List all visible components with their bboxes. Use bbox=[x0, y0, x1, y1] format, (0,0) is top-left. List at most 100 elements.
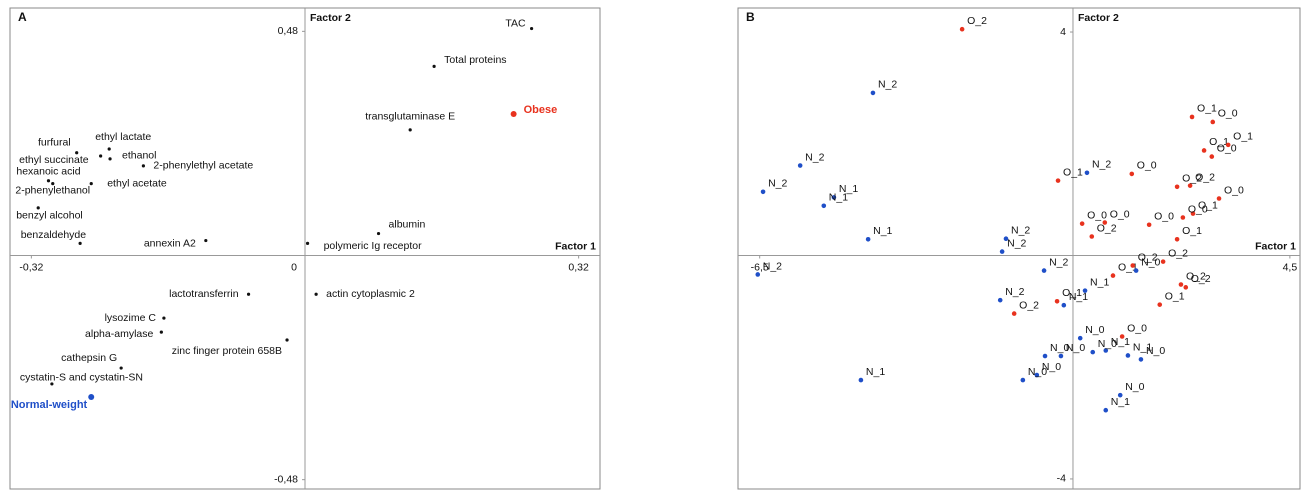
point-label: transglutaminase E bbox=[365, 111, 455, 123]
point-label: N_0 bbox=[1066, 342, 1085, 354]
point-label: O_0 bbox=[1224, 184, 1244, 196]
point bbox=[1138, 357, 1144, 362]
point bbox=[305, 241, 310, 245]
y-axis-title: Factor 2 bbox=[310, 12, 351, 24]
point bbox=[1011, 311, 1017, 316]
point bbox=[46, 179, 51, 183]
point bbox=[1042, 353, 1048, 359]
point-label: N_1 bbox=[1133, 341, 1152, 353]
point-label: N_0 bbox=[1141, 256, 1160, 268]
point-label: O_2 bbox=[1019, 299, 1039, 311]
x-axis-title: Factor 1 bbox=[555, 240, 596, 252]
point-label: N_2 bbox=[1005, 286, 1024, 298]
y-axis-title: Factor 2 bbox=[1078, 12, 1119, 24]
point-label: N_1 bbox=[1090, 276, 1109, 288]
point-label: O_0 bbox=[1087, 209, 1107, 221]
point-label: N_2 bbox=[1092, 159, 1111, 171]
point-label: O_0 bbox=[1127, 322, 1147, 334]
point bbox=[510, 111, 517, 118]
y-tick-label: 4 bbox=[1060, 26, 1066, 38]
point-label: cystatin-S and cystatin-SN bbox=[20, 372, 143, 384]
point-label: O_2 bbox=[1182, 173, 1202, 185]
point-label: O_2 bbox=[1191, 273, 1211, 285]
point bbox=[831, 195, 837, 200]
point bbox=[1190, 211, 1196, 216]
point bbox=[1119, 334, 1125, 339]
point-label: N_1 bbox=[1111, 336, 1130, 348]
point-label: N_1 bbox=[866, 366, 885, 378]
point-label: N_2 bbox=[1007, 237, 1026, 249]
point-label: N_0 bbox=[1028, 366, 1047, 378]
point bbox=[408, 128, 412, 132]
point-label: N_2 bbox=[878, 79, 897, 91]
x-tick-label: -0,32 bbox=[19, 261, 43, 273]
x-tick-label: -6,5 bbox=[751, 261, 769, 273]
point-label: O_1 bbox=[1165, 290, 1185, 302]
x-tick-label: 0,32 bbox=[568, 261, 589, 273]
point bbox=[1174, 236, 1180, 242]
point bbox=[1216, 196, 1222, 201]
point-label: cathepsin G bbox=[61, 352, 117, 364]
point-label: O_2 bbox=[1186, 270, 1206, 282]
point-label: O_2 bbox=[1097, 222, 1117, 234]
point bbox=[1117, 392, 1123, 398]
point-label: O_2 bbox=[1168, 247, 1188, 259]
point bbox=[1187, 183, 1193, 188]
point-label: N_2 bbox=[768, 178, 787, 190]
point-label: O_0 bbox=[1217, 142, 1237, 154]
point-label: alpha-amylase bbox=[85, 328, 153, 340]
point bbox=[1209, 154, 1215, 159]
point-label: N_1 bbox=[839, 183, 858, 195]
point-label: lysozime C bbox=[105, 312, 157, 324]
point bbox=[1077, 335, 1083, 341]
point-label: N_2 bbox=[1011, 225, 1030, 237]
point-label: Obese bbox=[524, 104, 558, 116]
point bbox=[78, 241, 82, 245]
point bbox=[997, 297, 1003, 303]
point bbox=[50, 382, 54, 386]
point bbox=[432, 64, 436, 68]
point-label: TAC bbox=[505, 17, 526, 29]
point bbox=[858, 377, 864, 383]
point-label: O_0 bbox=[1188, 203, 1208, 215]
point bbox=[1210, 119, 1216, 125]
point-label: benzaldehyde bbox=[21, 229, 87, 241]
point bbox=[1041, 268, 1047, 273]
point bbox=[119, 366, 123, 370]
point-label: O_1 bbox=[1209, 136, 1229, 148]
point bbox=[1129, 171, 1135, 177]
point bbox=[88, 394, 95, 401]
point bbox=[1082, 288, 1088, 293]
point bbox=[1133, 268, 1139, 273]
point-label: Normal-weight bbox=[11, 399, 88, 411]
point-label: N_0 bbox=[1125, 381, 1144, 393]
plot-frame bbox=[737, 7, 1301, 490]
point bbox=[1146, 222, 1152, 228]
point-label: N_0 bbox=[1146, 345, 1165, 357]
point-label: O_0 bbox=[1137, 160, 1157, 172]
point bbox=[1189, 114, 1195, 120]
point bbox=[99, 154, 103, 158]
point-label: O_1 bbox=[1233, 131, 1253, 143]
point bbox=[1157, 302, 1163, 307]
point-label: N_2 bbox=[805, 151, 824, 163]
point-label: ethanol bbox=[122, 150, 156, 162]
point bbox=[51, 181, 55, 186]
y-tick-label: -0,48 bbox=[274, 473, 298, 485]
point-label: Total proteins bbox=[444, 54, 506, 66]
point-label: N_1 bbox=[829, 192, 848, 204]
point-label: albumin bbox=[389, 218, 426, 230]
point-label: O_1 bbox=[1062, 287, 1082, 299]
point bbox=[1090, 349, 1096, 355]
point bbox=[1174, 184, 1180, 190]
point-label: N_1 bbox=[1111, 396, 1130, 408]
point bbox=[1180, 215, 1186, 220]
point-label: O_2 bbox=[967, 15, 987, 27]
point bbox=[162, 316, 166, 320]
point bbox=[1110, 273, 1116, 278]
point bbox=[1225, 142, 1231, 148]
point-label: ethyl acetate bbox=[107, 177, 167, 189]
point bbox=[1058, 353, 1064, 359]
point bbox=[529, 26, 534, 31]
point-label: polymeric Ig receptor bbox=[324, 240, 423, 252]
